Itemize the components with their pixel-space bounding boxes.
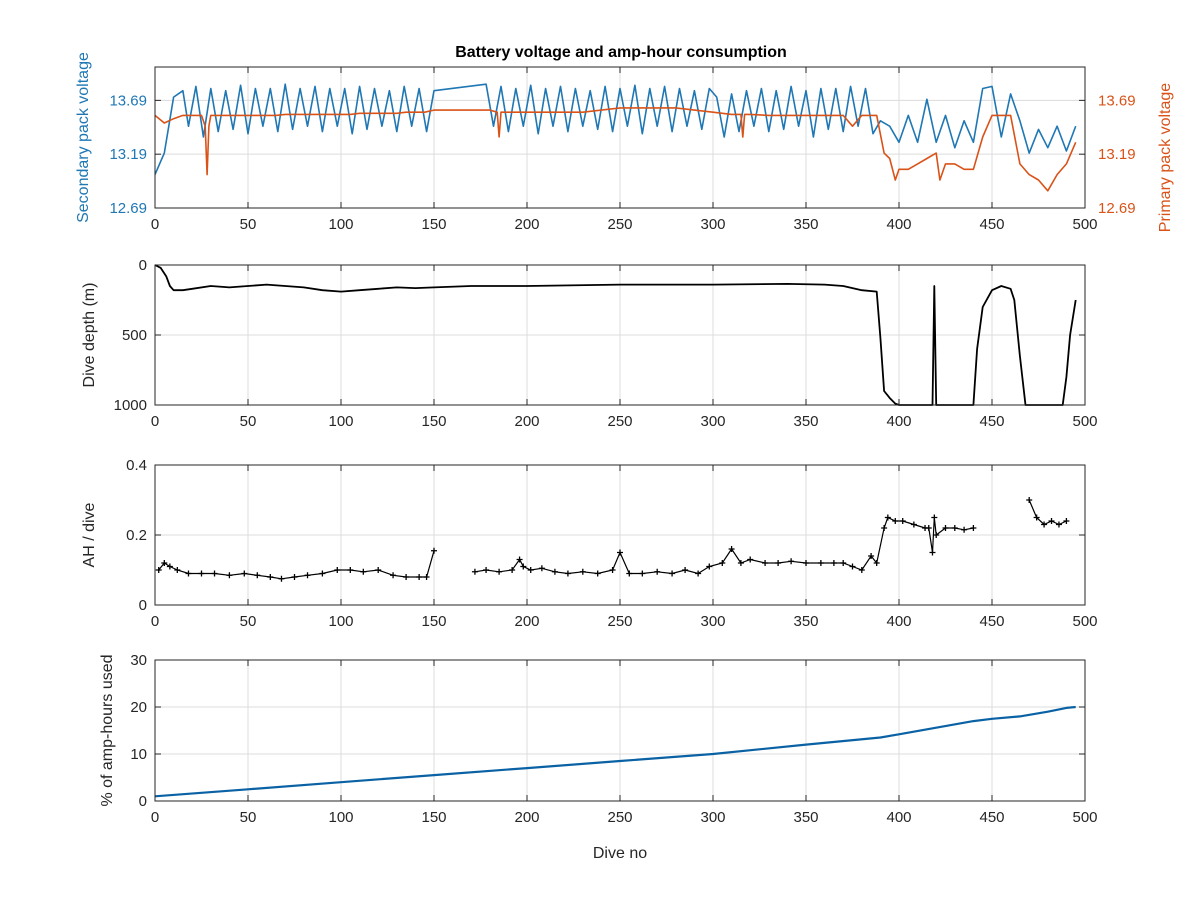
panel-4-series-1-line [154,705,1076,798]
panel-3-xtick-label-3: 150 [421,613,446,630]
panel-4-ytick-label-3: 30 [130,652,147,669]
panel-2-xtick-label-5: 250 [607,413,632,430]
panel-3-xtick-label-8: 400 [886,613,911,630]
panel-4-xtick-label-7: 350 [793,809,818,826]
panel-1-ytick-right-label-0: 12.69 [1098,200,1136,217]
panel-1-xtick-label-5: 250 [607,216,632,233]
panel-4-xtick-label-0: 0 [151,809,159,826]
panel-1-series-1-line [154,83,1077,175]
panel-4-xtick-label-3: 150 [421,809,446,826]
panel-1-xtick-label-7: 350 [793,216,818,233]
panel-2-xtick-label-9: 450 [979,413,1004,430]
panel-4-xtick-label-8: 400 [886,809,911,826]
panel-2-xtick-label-10: 500 [1072,413,1097,430]
panel-1-xtick-label-4: 200 [514,216,539,233]
panel-2-ytick-label-1: 500 [122,327,147,344]
panel-4-xtick-label-1: 50 [240,809,257,826]
panel-1-ytick-label-2: 13.69 [109,92,147,109]
panel-4-xtick-label-6: 300 [700,809,725,826]
panel-4-xlabel: Dive no [593,845,647,862]
panel-1-series-2-line [154,107,1077,192]
panel-4-frame [154,659,1086,802]
panel-2-ytick-label-0: 0 [139,257,147,274]
panel-1-xtick-label-6: 300 [700,216,725,233]
panel-2-series-1-line [154,264,1077,406]
panel-1-ytick-label-1: 13.19 [109,146,147,163]
panel-3-xtick-label-7: 350 [793,613,818,630]
panel-2-xtick-label-2: 100 [328,413,353,430]
panel-3-xtick-label-6: 300 [700,613,725,630]
panel-1-ylabel-right: Primary pack voltage [1157,83,1174,232]
panel-3-ytick-label-1: 0.2 [126,527,147,544]
panel-2-ylabel: Dive depth (m) [81,283,98,388]
panel-3-frame [154,464,1086,606]
panel-3-xtick-label-2: 100 [328,613,353,630]
panel-3-series-1 [155,497,1070,582]
panel-2-xtick-label-3: 150 [421,413,446,430]
panel-3-xtick-label-0: 0 [151,613,159,630]
panel-3-ylabel: AH / dive [81,502,98,567]
panel-3-xtick-label-1: 50 [240,613,257,630]
panel-1-xtick-label-3: 150 [421,216,446,233]
panel-2-xtick-label-0: 0 [151,413,159,430]
figure-title: Battery voltage and amp-hour consumption [455,44,787,61]
panel-2-frame [154,264,1086,406]
panel-4-ytick-label-2: 20 [130,699,147,716]
panel-1-xtick-label-2: 100 [328,216,353,233]
panel-1-ytick-right-label-2: 13.69 [1098,92,1136,109]
panel-1-xtick-label-1: 50 [240,216,257,233]
panel-4-xtick-label-5: 250 [607,809,632,826]
panel-2-xtick-label-7: 350 [793,413,818,430]
panel-4-xtick-label-4: 200 [514,809,539,826]
panel-3-xtick-label-10: 500 [1072,613,1097,630]
panel-1-ytick-right-label-1: 13.19 [1098,146,1136,163]
panel-1-xtick-label-8: 400 [886,216,911,233]
panel-1-xtick-label-9: 450 [979,216,1004,233]
panel-3-xtick-label-9: 450 [979,613,1004,630]
panel-1-ylabel: Secondary pack voltage [75,52,92,223]
panel-4-xtick-label-9: 450 [979,809,1004,826]
panel-4-xtick-label-10: 500 [1072,809,1097,826]
panel-3-xtick-label-5: 250 [607,613,632,630]
panel-4-ytick-label-0: 0 [139,793,147,810]
panel-3-ytick-label-0: 0 [139,597,147,614]
panel-2-xtick-label-6: 300 [700,413,725,430]
panel-3-ytick-label-2: 0.4 [126,457,147,474]
panel-4-ylabel: % of amp-hours used [99,654,116,806]
panel-2-xtick-label-4: 200 [514,413,539,430]
panel-2-ytick-label-2: 1000 [114,397,147,414]
panel-4-xtick-label-2: 100 [328,809,353,826]
panel-3-series-1-trace [158,499,1067,580]
panel-1-ytick-label-0: 12.69 [109,200,147,217]
panel-1-frame [154,66,1086,209]
panel-2-xtick-label-8: 400 [886,413,911,430]
panel-3-xtick-label-4: 200 [514,613,539,630]
panel-2-xtick-label-1: 50 [240,413,257,430]
panel-4-ytick-label-1: 10 [130,746,147,763]
panel-1-xtick-label-10: 500 [1072,216,1097,233]
panel-1-xtick-label-0: 0 [151,216,159,233]
